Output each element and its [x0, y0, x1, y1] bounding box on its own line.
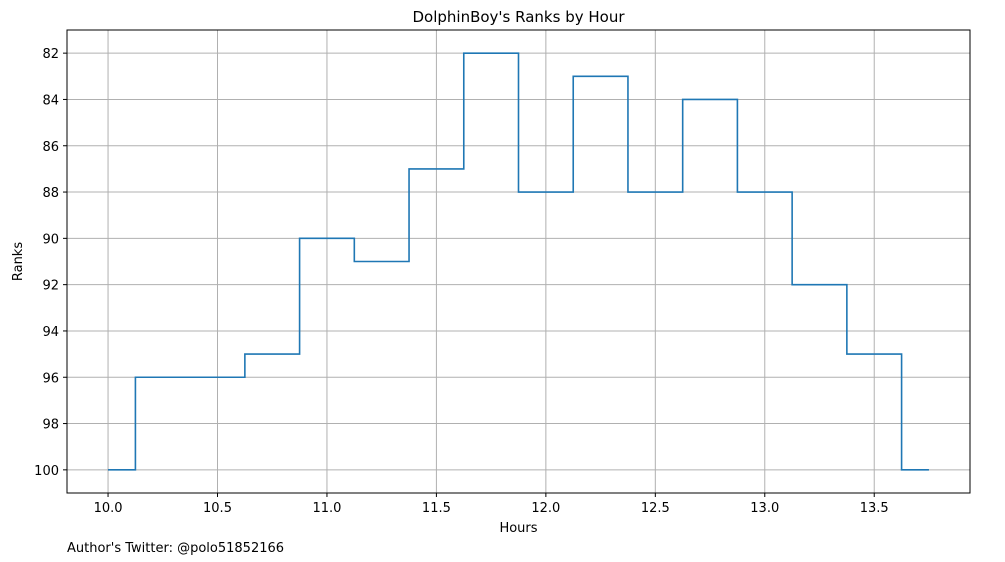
y-tick-label: 98: [42, 418, 59, 433]
x-tick-label: 13.0: [750, 501, 779, 516]
x-axis-label: Hours: [499, 521, 537, 536]
series-layer: [108, 52, 929, 471]
plot-frame: [66, 29, 971, 494]
y-tick-label: 84: [42, 93, 59, 108]
x-tick-label: 10.5: [203, 501, 232, 516]
x-tick-label: 12.5: [641, 501, 670, 516]
y-axis-label: Ranks: [11, 242, 26, 281]
y-tick-label: 94: [42, 325, 59, 340]
rank-series-line: [108, 52, 929, 471]
x-tick-label: 10.0: [94, 501, 123, 516]
chart-title: DolphinBoy's Ranks by Hour: [412, 8, 625, 26]
y-tick-label: 82: [42, 47, 59, 62]
x-tick-label: 11.5: [422, 501, 451, 516]
x-tick-label: 12.0: [531, 501, 560, 516]
x-tick-label: 13.5: [860, 501, 889, 516]
y-tick-label: 88: [42, 186, 59, 201]
y-tick-label: 96: [42, 371, 59, 386]
y-tick-label: 92: [42, 279, 59, 294]
x-tick-label: 11.0: [312, 501, 341, 516]
y-tick-label: 90: [42, 232, 59, 247]
y-tick-label: 100: [34, 464, 59, 479]
axis-ticks: 10.0 10.5 11.0 11.5 12.0 12.5 13.0 13.5 82 84 86 88…: [34, 47, 889, 516]
author-twitter-note: Author's Twitter: @polo51852166: [67, 541, 284, 556]
y-tick-label: 86: [42, 140, 59, 155]
